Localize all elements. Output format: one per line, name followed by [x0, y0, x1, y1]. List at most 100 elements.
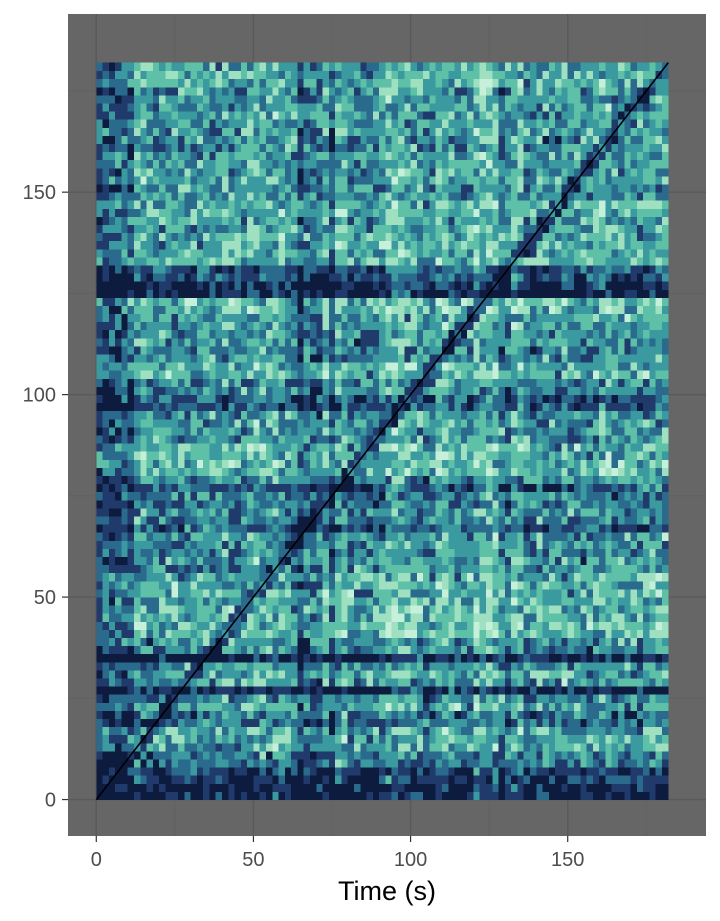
heatmap-cell [96, 240, 103, 250]
heatmap-cell [410, 216, 418, 225]
heatmap-cell [140, 103, 147, 112]
heatmap-cell [366, 589, 374, 598]
heatmap-cell [266, 467, 273, 477]
heatmap-cell [347, 224, 355, 234]
heatmap-cell [222, 548, 229, 557]
heatmap-cell [127, 410, 135, 420]
heatmap-cell [140, 767, 147, 776]
heatmap-cell [328, 759, 336, 768]
heatmap-cell [253, 378, 261, 387]
heatmap-cell [159, 718, 166, 728]
heatmap-cell [178, 516, 185, 525]
heatmap-cell [222, 718, 229, 728]
heatmap-cell [240, 70, 248, 80]
heatmap-cell [310, 159, 317, 169]
heatmap-cell [247, 686, 254, 695]
heatmap-cell [372, 726, 380, 736]
heatmap-cell [108, 273, 116, 282]
heatmap-cell [347, 435, 355, 444]
heatmap-cell [284, 750, 292, 760]
heatmap-cell [259, 184, 267, 193]
heatmap-cell [310, 119, 317, 128]
heatmap-cell [102, 508, 110, 517]
heatmap-cell [410, 750, 418, 760]
heatmap-cell [391, 78, 399, 88]
heatmap-cell [209, 564, 217, 574]
heatmap-cell [291, 321, 298, 331]
heatmap-cell [115, 734, 122, 744]
heatmap-cell [178, 184, 185, 193]
heatmap-cell [108, 192, 116, 201]
heatmap-cell [360, 265, 367, 274]
heatmap-cell [429, 354, 437, 363]
heatmap-cell [228, 62, 235, 72]
heatmap-cell [385, 159, 393, 169]
heatmap-cell [253, 556, 261, 566]
heatmap-cell [379, 629, 386, 638]
heatmap-cell [240, 86, 248, 96]
heatmap-cell [328, 354, 336, 363]
heatmap-cell [196, 783, 204, 792]
heatmap-cell [366, 548, 374, 557]
heatmap-cell [347, 726, 355, 736]
heatmap-cell [121, 564, 129, 574]
heatmap-cell [222, 783, 229, 792]
heatmap-cell [429, 783, 437, 792]
heatmap-cell [297, 143, 305, 153]
heatmap-cell [102, 791, 110, 800]
heatmap-cell [398, 224, 405, 234]
heatmap-cell [134, 572, 141, 582]
heatmap-cell [215, 354, 223, 363]
heatmap-cell [379, 167, 386, 177]
heatmap-cell [335, 402, 342, 412]
heatmap-cell [303, 645, 311, 655]
heatmap-cell [215, 742, 223, 752]
heatmap-cell [234, 540, 242, 549]
heatmap-cell [152, 637, 160, 647]
heatmap-cell [291, 313, 298, 323]
heatmap-cell [134, 281, 141, 290]
heatmap-cell [234, 216, 242, 225]
heatmap-cell [347, 256, 355, 266]
heatmap-cell [215, 78, 223, 88]
heatmap-cell [335, 321, 342, 331]
heatmap-cell [328, 564, 336, 574]
heatmap-cell [259, 418, 267, 428]
heatmap-cell [102, 767, 110, 776]
heatmap-cell [240, 580, 248, 590]
heatmap-cell [209, 394, 217, 404]
heatmap-cell [178, 94, 185, 104]
heatmap-cell [159, 192, 166, 201]
heatmap-cell [366, 734, 374, 744]
heatmap-cell [102, 443, 110, 452]
heatmap-cell [178, 402, 185, 412]
heatmap-cell [108, 329, 116, 339]
heatmap-cell [247, 637, 254, 647]
heatmap-cell [184, 645, 191, 655]
heatmap-cell [310, 613, 317, 622]
heatmap-cell [322, 386, 330, 396]
heatmap-cell [404, 726, 411, 736]
heatmap-cell [284, 265, 292, 274]
heatmap-cell [228, 759, 235, 768]
heatmap-cell [372, 548, 380, 557]
heatmap-cell [291, 491, 298, 501]
heatmap-cell [398, 564, 405, 574]
heatmap-cell [291, 111, 298, 120]
heatmap-cell [410, 540, 418, 549]
heatmap-cell [171, 265, 179, 274]
heatmap-cell [247, 548, 254, 557]
heatmap-cell [209, 742, 217, 752]
heatmap-cell [423, 329, 430, 339]
heatmap-cell [278, 232, 286, 242]
heatmap-cell [190, 410, 198, 420]
heatmap-cell [127, 297, 135, 306]
heatmap-cell [228, 273, 235, 282]
heatmap-cell [297, 759, 305, 768]
heatmap-cell [228, 378, 235, 387]
heatmap-cell [115, 435, 122, 444]
heatmap-cell [316, 402, 323, 412]
heatmap-cell [366, 94, 374, 104]
heatmap-cell [335, 135, 342, 144]
heatmap-cell [328, 289, 336, 298]
